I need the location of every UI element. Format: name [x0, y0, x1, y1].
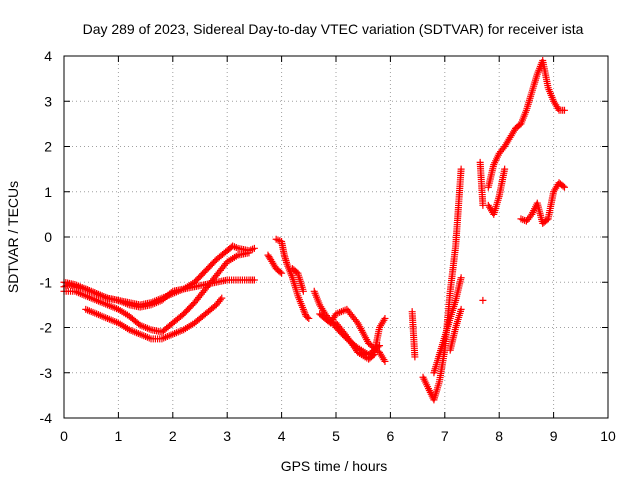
- axis-layer: 0 1 2 3 4 5 6 7 8 9 10 -4 -3 -2 -1 0 1 2 3 4: [40, 48, 616, 444]
- y-tick-label: -1: [40, 274, 53, 290]
- x-tick-label: 2: [169, 428, 177, 444]
- data-point: [300, 307, 308, 315]
- plot-frame: [63, 55, 609, 419]
- x-tick-label: 7: [441, 428, 449, 444]
- y-tick-label: 3: [44, 93, 52, 109]
- data-point: [501, 165, 509, 173]
- x-tick-label: 6: [387, 428, 395, 444]
- y-tick-label: 4: [44, 48, 52, 64]
- data-point: [479, 296, 487, 304]
- x-tick-label: 3: [223, 428, 231, 444]
- data-point: [560, 183, 568, 191]
- data-point: [216, 296, 224, 304]
- x-tick-label: 5: [332, 428, 340, 444]
- y-tick-label: 2: [44, 139, 52, 155]
- data-point: [167, 289, 175, 297]
- data-point: [299, 305, 307, 313]
- data-point: [457, 305, 465, 313]
- y-tick-label: 0: [44, 229, 52, 245]
- data-point: [457, 165, 465, 173]
- data-point: [276, 268, 284, 276]
- data-point: [250, 276, 258, 284]
- data-point: [560, 106, 568, 114]
- y-tick-label: 1: [44, 184, 52, 200]
- x-tick-label: 1: [115, 428, 123, 444]
- x-tick-label: 9: [550, 428, 558, 444]
- y-tick-label: -2: [40, 320, 53, 336]
- data-point: [218, 294, 226, 302]
- data-point: [381, 357, 389, 365]
- x-tick-label: 4: [278, 428, 286, 444]
- data-point: [411, 353, 419, 361]
- data-point: [245, 249, 253, 257]
- chart-title: Day 289 of 2023, Sidereal Day-to-day VTE…: [83, 21, 584, 37]
- data-point: [249, 245, 257, 253]
- data-points-layer: [60, 57, 568, 404]
- x-tick-label: 0: [60, 428, 68, 444]
- x-tick-label: 10: [600, 428, 616, 444]
- y-tick-label: -3: [40, 365, 53, 381]
- data-point: [303, 313, 311, 321]
- data-point: [381, 314, 389, 322]
- data-point: [274, 236, 282, 244]
- x-axis-title: GPS time / hours: [281, 458, 388, 474]
- data-point: [232, 244, 240, 252]
- data-point: [278, 269, 286, 277]
- data-point: [526, 212, 534, 220]
- y-axis-title: SDTVAR / TECUs: [5, 181, 21, 293]
- data-point: [250, 244, 258, 252]
- data-point: [559, 182, 567, 190]
- data-point: [352, 317, 360, 325]
- data-point: [457, 274, 465, 282]
- data-point: [301, 309, 309, 317]
- y-tick-label: -4: [40, 410, 53, 426]
- x-tick-label: 8: [495, 428, 503, 444]
- data-point: [305, 314, 313, 322]
- data-point: [299, 287, 307, 295]
- data-point: [499, 144, 507, 152]
